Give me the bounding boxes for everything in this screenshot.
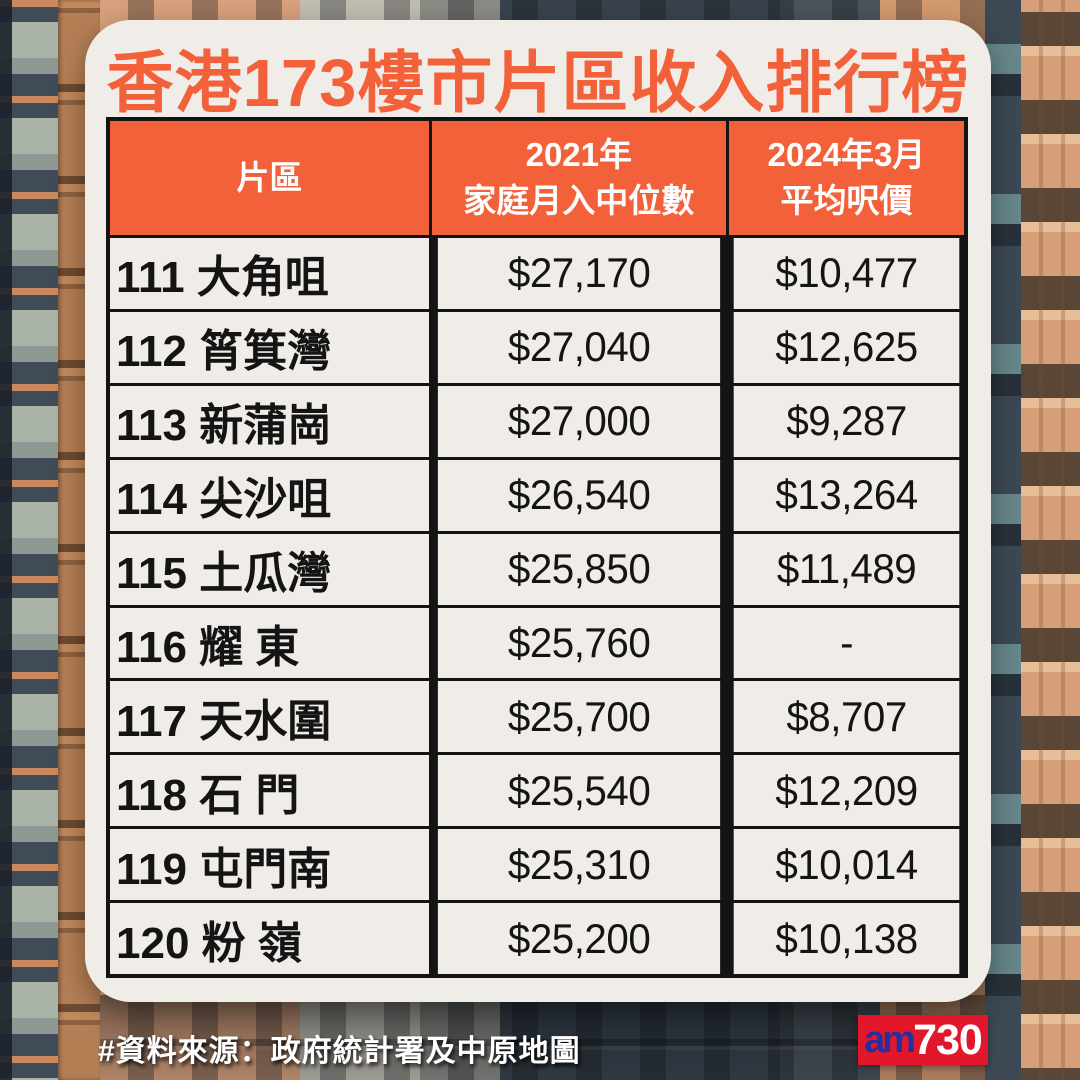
- background-right-orange-building: [1021, 0, 1080, 1080]
- district-cell: 116 耀 東: [110, 607, 429, 679]
- price-cell: $12,209: [733, 755, 960, 827]
- income-cell: $25,760: [437, 607, 720, 679]
- ranking-table: 片區 2021年 家庭月入中位數 2024年3月 平均呎價 111 大角咀 $2…: [106, 117, 968, 978]
- income-cell: $25,540: [437, 755, 720, 827]
- column-header-district: 片區: [110, 121, 429, 235]
- district-cell: 119 屯門南: [110, 829, 429, 901]
- income-cell: $25,700: [437, 681, 720, 753]
- income-cell: $26,540: [437, 459, 720, 531]
- am730-logo-730: 730: [913, 1015, 983, 1064]
- header-income-line1: 2021年: [525, 136, 633, 174]
- header-price-line2: 平均呎價: [780, 182, 913, 219]
- price-cell: $10,138: [733, 903, 960, 974]
- district-cell: 113 新蒲崗: [110, 385, 429, 457]
- district-cell: 118 石 門: [110, 755, 429, 827]
- district-cell: 111 大角咀: [110, 238, 429, 309]
- price-cell: $10,477: [733, 238, 960, 309]
- price-cell: $8,707: [733, 681, 960, 753]
- header-income-line2: 家庭月入中位數: [463, 182, 695, 219]
- column-header-price: 2024年3月 平均呎價: [728, 121, 964, 235]
- income-cell: $27,170: [437, 238, 720, 309]
- district-cell: 117 天水圍: [110, 681, 429, 753]
- income-cell: $27,040: [437, 311, 720, 383]
- am730-logo-am: am: [864, 1019, 916, 1061]
- page-title: 香港173樓市片區收入排行榜: [106, 45, 970, 121]
- background-right-dark-building: [985, 0, 1021, 1080]
- income-cell: $25,310: [437, 829, 720, 901]
- header-price-line1: 2024年3月: [767, 136, 926, 174]
- price-cell: $13,264: [733, 459, 960, 531]
- district-cell: 115 土瓜灣: [110, 533, 429, 605]
- header-district-label: 片區: [236, 159, 303, 197]
- column-header-income: 2021年 家庭月入中位數: [431, 121, 726, 235]
- price-cell: $12,625: [733, 311, 960, 383]
- am730-logo: am 730: [858, 1015, 988, 1065]
- data-source-note: #資料來源：政府統計署及中原地圖: [98, 1035, 581, 1068]
- income-cell: $25,850: [437, 533, 720, 605]
- income-cell: $27,000: [437, 385, 720, 457]
- district-cell: 112 筲箕灣: [110, 311, 429, 383]
- income-cell: $25,200: [437, 903, 720, 974]
- price-cell: $9,287: [733, 385, 960, 457]
- price-cell: -: [733, 607, 960, 679]
- infographic-card: 香港173樓市片區收入排行榜 片區 2021年 家庭月入中位數 2024年3月 …: [85, 20, 991, 1002]
- price-cell: $10,014: [733, 829, 960, 901]
- district-cell: 120 粉 嶺: [110, 903, 429, 974]
- district-cell: 114 尖沙咀: [110, 459, 429, 531]
- price-cell: $11,489: [733, 533, 960, 605]
